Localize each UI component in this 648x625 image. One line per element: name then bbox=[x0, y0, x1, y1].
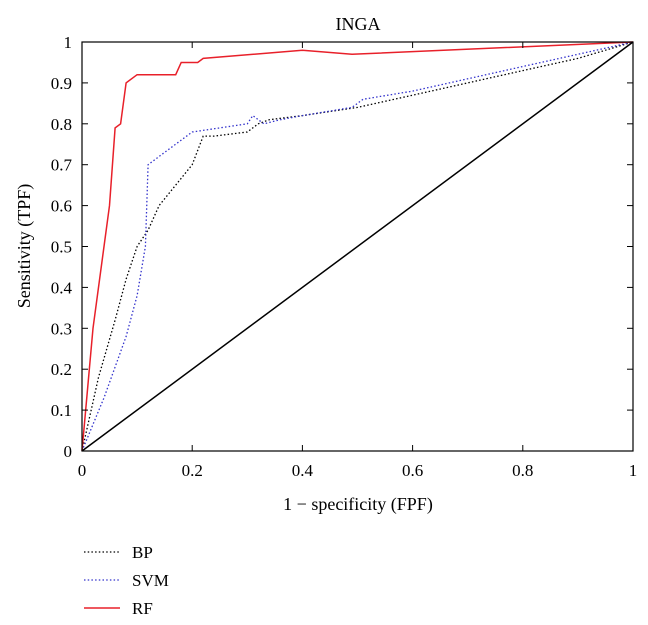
y-tick-label: 0.8 bbox=[51, 115, 72, 134]
series-line-bp bbox=[81, 41, 634, 452]
x-axis-label: 1 − specificity (FPF) bbox=[283, 494, 433, 515]
legend-label-bp: BP bbox=[132, 543, 153, 562]
y-tick-label: 0.4 bbox=[51, 278, 73, 297]
y-tick-label: 0.2 bbox=[51, 360, 72, 379]
diagonal-reference-line bbox=[81, 41, 634, 452]
chart-title: INGA bbox=[336, 14, 381, 34]
plot-lines bbox=[81, 41, 634, 452]
series-line-rf bbox=[81, 41, 634, 452]
x-tick-label: 0.2 bbox=[182, 461, 203, 480]
y-tick-label: 0.9 bbox=[51, 74, 72, 93]
legend-label-svm: SVM bbox=[132, 571, 169, 590]
y-tick-label: 0.6 bbox=[51, 197, 72, 216]
y-tick-label: 0 bbox=[64, 442, 73, 461]
y-tick-label: 0.5 bbox=[51, 238, 72, 257]
x-tick-label: 0.4 bbox=[292, 461, 314, 480]
y-tick-label: 1 bbox=[64, 33, 73, 52]
legend: BP SVM RF bbox=[84, 543, 169, 618]
y-axis-label: Sensitivity (TPF) bbox=[14, 184, 35, 309]
x-tick-label: 0 bbox=[78, 461, 87, 480]
x-tick-label: 0.6 bbox=[402, 461, 423, 480]
series-line-svm bbox=[81, 41, 634, 452]
x-tick-label: 1 bbox=[629, 461, 638, 480]
y-tick-label: 0.3 bbox=[51, 319, 72, 338]
y-tick-label: 0.1 bbox=[51, 401, 72, 420]
x-axis-ticks: 0 0.2 0.4 0.6 0.8 1 bbox=[78, 42, 638, 480]
legend-label-rf: RF bbox=[132, 599, 153, 618]
x-tick-label: 0.8 bbox=[512, 461, 533, 480]
y-tick-label: 0.7 bbox=[51, 156, 73, 175]
y-axis-ticks: 0 0.1 0.2 0.3 0.4 0.5 0.6 0.7 0.8 0.9 1 bbox=[51, 33, 633, 461]
